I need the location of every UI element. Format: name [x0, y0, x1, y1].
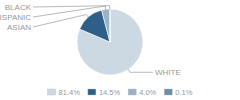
slices — [77, 9, 143, 75]
slice-label: BLACK — [5, 3, 32, 12]
legend-item: 14.5% — [88, 88, 121, 97]
legend-item: 81.4% — [48, 88, 81, 97]
chart: BLACKHISPANICASIAN WHITE 81.4% 14.5% 4.0% 0.1… — [0, 0, 240, 100]
legend-item: 0.1% — [164, 88, 192, 97]
legend: 81.4% 14.5% 4.0% 0.1% — [48, 88, 193, 97]
slice-labels: BLACKHISPANICASIAN WHITE — [0, 3, 181, 77]
legend-label: 4.0% — [139, 88, 156, 97]
pie-slice — [109, 9, 110, 42]
leader-line — [128, 69, 153, 72]
legend-item: 4.0% — [128, 88, 156, 97]
legend-swatch — [128, 89, 136, 95]
leader-line — [33, 6, 110, 10]
legend-label: 14.5% — [99, 88, 121, 97]
pie-slice — [102, 9, 110, 42]
slice-label: ASIAN — [7, 23, 31, 32]
pie-slice — [77, 9, 143, 75]
legend-label: 0.1% — [175, 88, 192, 97]
legend-swatch — [88, 89, 96, 95]
slice-label: WHITE — [155, 68, 181, 77]
slice-label: HISPANIC — [0, 13, 31, 22]
leader-line — [33, 6, 106, 17]
legend-swatch — [164, 89, 172, 95]
legend-swatch — [48, 89, 56, 95]
leader-line — [33, 15, 89, 27]
legend-label: 81.4% — [59, 88, 81, 97]
